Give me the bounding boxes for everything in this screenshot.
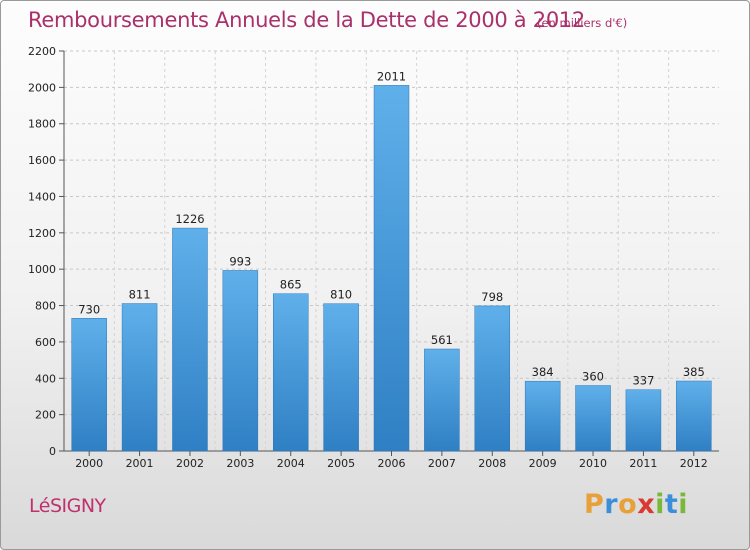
logo-letter: t [664,489,679,520]
y-tick-label: 2200 [28,45,56,58]
x-tick-label: 2004 [277,457,305,470]
bar-value-label: 811 [129,288,151,302]
bar [474,305,511,452]
x-tick-label: 2005 [327,457,355,470]
bar-value-label: 865 [280,278,302,292]
bar [424,348,460,452]
bar-value-label: 730 [78,302,100,316]
bar-value-label: 385 [683,365,705,379]
chart-title: Remboursements Annuels de la Dette de 20… [28,8,585,32]
logo-letter: o [618,489,638,520]
y-tick-label: 2000 [28,81,56,94]
x-tick-label: 2011 [629,457,657,470]
bar-value-label: 561 [431,333,453,347]
bar-value-label: 384 [532,365,554,379]
x-tick-label: 2010 [579,457,607,470]
bar [575,385,611,452]
x-tick-label: 2007 [428,457,456,470]
bar-value-label: 993 [229,254,251,268]
y-tick-label: 1800 [28,118,56,131]
x-tick-label: 2003 [226,457,254,470]
x-tick-label: 2009 [529,457,557,470]
bar [524,380,561,452]
bar-value-label: 2011 [377,69,406,83]
chart-unit-note: (en milliers d'€) [537,16,628,30]
bar [121,303,158,452]
y-tick-label: 1400 [28,190,56,203]
bar-value-label: 360 [582,370,604,384]
bar [373,85,410,452]
bar-value-label: 1226 [175,212,204,226]
y-tick-label: 1000 [28,263,56,276]
bar-value-label: 337 [632,374,654,388]
bar [222,270,259,452]
y-tick-label: 1600 [28,154,56,167]
y-tick-label: 0 [49,445,56,458]
y-tick-label: 400 [35,372,56,385]
x-tick-label: 2008 [478,457,506,470]
logo-letter: i [655,489,665,520]
y-tick-label: 800 [35,300,56,313]
logo-letter: i [678,489,689,520]
bar [323,303,359,452]
bar-value-label: 810 [330,288,352,302]
x-tick-label: 2012 [680,457,708,470]
bar [625,389,662,452]
x-tick-label: 2006 [378,457,406,470]
logo-letter: P [584,489,605,520]
commune-name: LéSIGNY [29,495,106,517]
proxiti-logo: Proxiti [584,489,688,520]
bar [71,318,107,452]
bar [676,380,712,452]
logo-letter: r [604,489,619,520]
bar [272,293,309,452]
logo-letter: x [637,489,656,520]
x-tick-label: 2000 [75,457,103,470]
bar-value-label: 798 [481,290,503,304]
x-tick-label: 2002 [176,457,204,470]
x-tick-label: 2001 [126,457,154,470]
y-tick-label: 200 [35,409,56,422]
y-tick-label: 1200 [28,227,56,240]
y-tick-label: 600 [35,336,56,349]
bar [172,227,208,452]
